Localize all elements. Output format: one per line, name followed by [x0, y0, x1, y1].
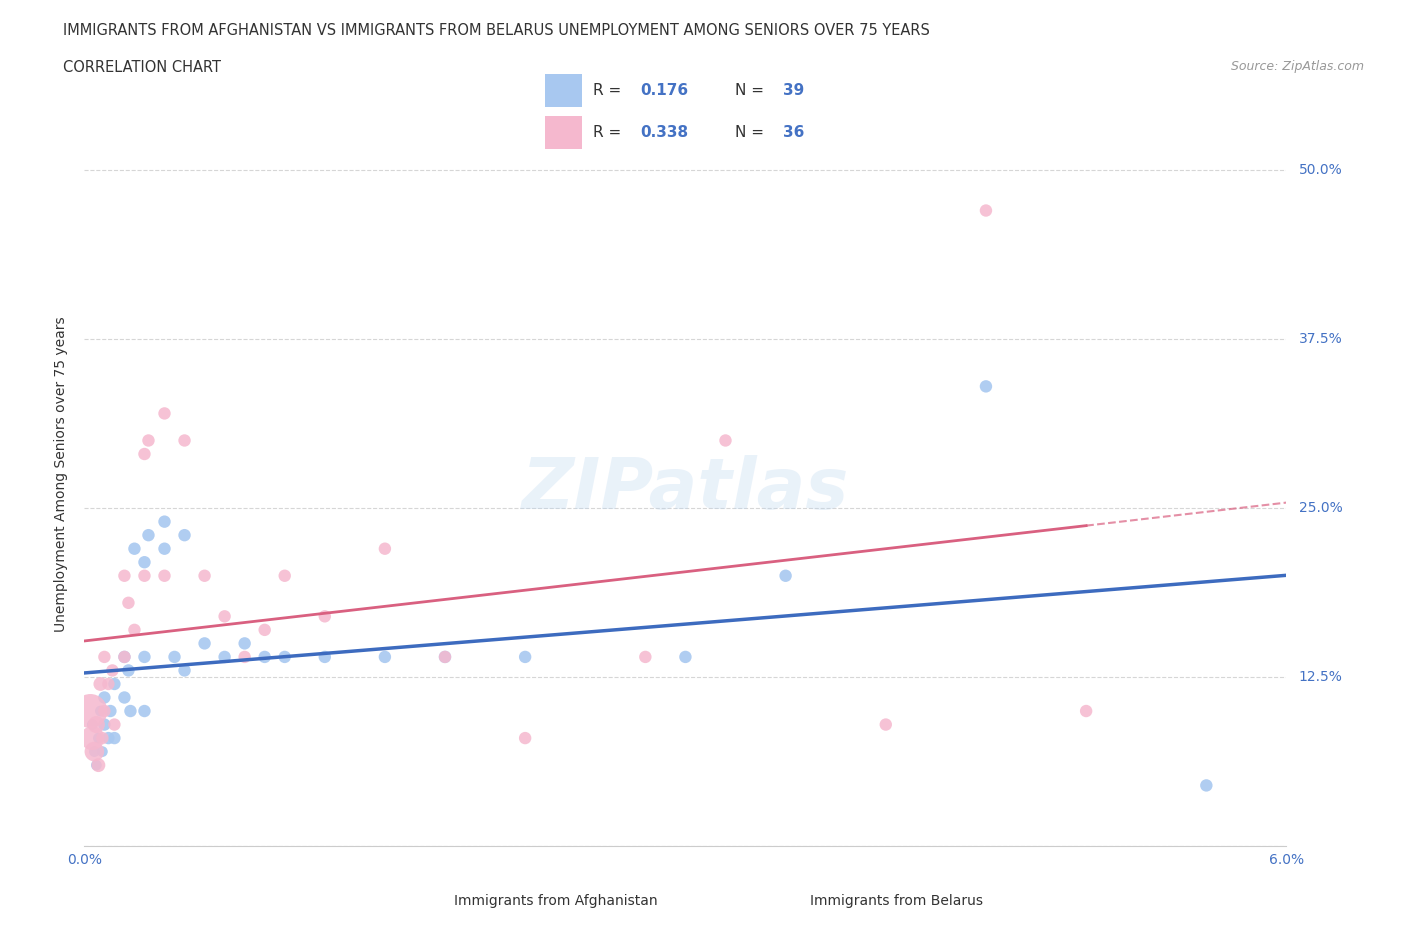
Point	[314, 609, 336, 624]
Point	[91, 744, 114, 759]
Point	[374, 541, 396, 556]
Point	[1076, 704, 1098, 719]
Point	[83, 744, 105, 759]
Point	[124, 541, 146, 556]
Point	[100, 704, 122, 719]
Point	[134, 704, 156, 719]
Point	[93, 690, 115, 705]
Point	[173, 433, 195, 448]
Point	[214, 649, 236, 664]
Point	[374, 649, 396, 664]
Text: 0.338: 0.338	[640, 125, 689, 140]
Point	[974, 203, 997, 218]
Text: CORRELATION CHART: CORRELATION CHART	[63, 60, 221, 75]
Point	[194, 636, 217, 651]
Point	[253, 649, 276, 664]
Text: IMMIGRANTS FROM AFGHANISTAN VS IMMIGRANTS FROM BELARUS UNEMPLOYMENT AMONG SENIOR: IMMIGRANTS FROM AFGHANISTAN VS IMMIGRANT…	[63, 23, 931, 38]
Text: Immigrants from Afghanistan: Immigrants from Afghanistan	[454, 894, 658, 909]
Point	[515, 731, 537, 746]
Point	[89, 676, 111, 691]
Text: R =: R =	[593, 125, 626, 140]
Point	[675, 649, 697, 664]
Point	[114, 649, 135, 664]
Text: 37.5%: 37.5%	[1299, 332, 1343, 346]
Point	[274, 649, 297, 664]
Point	[86, 717, 108, 732]
Point	[1195, 778, 1218, 793]
Point	[194, 568, 217, 583]
Text: ZIPatlas: ZIPatlas	[522, 455, 849, 524]
Point	[153, 541, 176, 556]
Point	[114, 568, 135, 583]
Point	[515, 649, 537, 664]
Text: 39: 39	[783, 83, 804, 98]
Point	[274, 568, 297, 583]
Point	[134, 649, 156, 664]
Text: 25.0%: 25.0%	[1299, 501, 1343, 515]
Point	[114, 649, 135, 664]
Point	[138, 527, 160, 542]
Point	[89, 704, 111, 719]
Text: Immigrants from Belarus: Immigrants from Belarus	[810, 894, 983, 909]
Point	[101, 663, 124, 678]
Point	[93, 704, 115, 719]
Text: 36: 36	[783, 125, 804, 140]
Point	[87, 758, 110, 773]
Bar	[546, 74, 582, 107]
Text: 50.0%: 50.0%	[1299, 163, 1343, 177]
Text: 0.176: 0.176	[640, 83, 689, 98]
Point	[173, 663, 195, 678]
Text: N =: N =	[735, 125, 769, 140]
Text: 12.5%: 12.5%	[1299, 671, 1343, 684]
Point	[124, 622, 146, 637]
Point	[134, 555, 156, 570]
Point	[253, 622, 276, 637]
Y-axis label: Unemployment Among Seniors over 75 years: Unemployment Among Seniors over 75 years	[55, 316, 69, 632]
Point	[82, 731, 104, 746]
Point	[87, 731, 110, 746]
Point	[634, 649, 657, 664]
Point	[82, 717, 104, 732]
Point	[233, 636, 256, 651]
Point	[775, 568, 797, 583]
Point	[233, 649, 256, 664]
Text: N =: N =	[735, 83, 769, 98]
Point	[91, 731, 114, 746]
Point	[153, 514, 176, 529]
Text: Source: ZipAtlas.com: Source: ZipAtlas.com	[1230, 60, 1364, 73]
Point	[134, 568, 156, 583]
Point	[875, 717, 897, 732]
Point	[117, 595, 139, 610]
Point	[97, 676, 120, 691]
Point	[86, 758, 108, 773]
Text: R =: R =	[593, 83, 626, 98]
Point	[163, 649, 186, 664]
Point	[83, 744, 105, 759]
Point	[714, 433, 737, 448]
Point	[97, 731, 120, 746]
Point	[314, 649, 336, 664]
Point	[103, 731, 125, 746]
Point	[153, 406, 176, 421]
Bar	[546, 116, 582, 149]
Point	[434, 649, 457, 664]
Point	[134, 446, 156, 461]
Point	[93, 649, 115, 664]
Point	[153, 568, 176, 583]
Point	[79, 704, 101, 719]
Point	[103, 717, 125, 732]
Point	[214, 609, 236, 624]
Point	[103, 676, 125, 691]
Point	[120, 704, 142, 719]
Point	[434, 649, 457, 664]
Point	[114, 690, 135, 705]
Point	[93, 717, 115, 732]
Point	[138, 433, 160, 448]
Point	[173, 527, 195, 542]
Point	[974, 379, 997, 393]
Point	[117, 663, 139, 678]
